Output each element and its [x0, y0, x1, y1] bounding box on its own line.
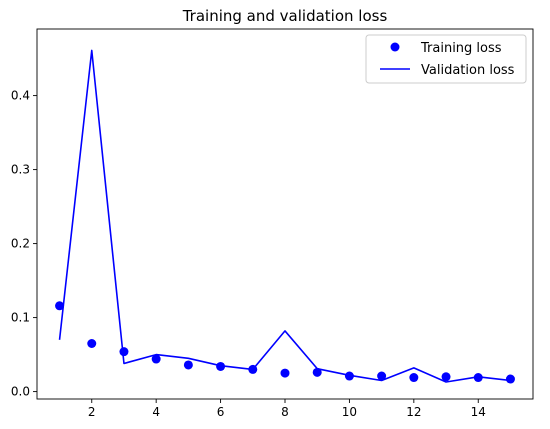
training-loss-point — [473, 373, 483, 383]
y-tick-label: 0.0 — [11, 385, 30, 399]
y-tick-label: 0.4 — [11, 89, 30, 103]
training-loss-point — [87, 339, 97, 348]
legend-box — [365, 34, 527, 84]
x-tick-label: 2 — [88, 405, 96, 419]
validation-loss-line — [58, 49, 511, 383]
y-tick-label: 0.2 — [11, 237, 30, 251]
x-tick-label: 4 — [152, 405, 160, 419]
x-tick-label: 8 — [281, 405, 289, 419]
chart-title: Training and validation loss — [182, 7, 388, 25]
legend-label: Training loss — [420, 41, 502, 56]
training-loss-point — [55, 301, 65, 311]
training-loss-point — [377, 371, 387, 381]
training-loss-point — [441, 372, 451, 382]
training-loss-point — [216, 361, 226, 371]
plot-frame — [36, 28, 534, 400]
training-loss-point — [409, 373, 419, 383]
training-loss-point — [183, 360, 193, 370]
y-tick-label: 0.3 — [11, 163, 30, 177]
x-tick-label: 14 — [471, 405, 486, 419]
training-loss-point — [248, 364, 258, 374]
training-loss-point — [151, 354, 161, 364]
training-loss-point — [344, 371, 354, 381]
legend: Training loss Validation loss — [365, 34, 527, 84]
legend-marker-training — [390, 42, 400, 52]
training-loss-point — [119, 347, 129, 357]
x-tick-label: 6 — [217, 405, 225, 419]
y-tick-label: 0.1 — [11, 311, 30, 325]
training-loss-point — [505, 374, 515, 384]
training-loss-point — [280, 368, 290, 378]
x-tick-label: 10 — [342, 405, 357, 419]
training-loss-point — [312, 367, 322, 377]
x-tick-label: 12 — [406, 405, 421, 419]
legend-label: Validation loss — [421, 63, 515, 78]
plot-area — [55, 49, 515, 384]
axes: 2 4 6 8 10 12 14 0.0 0.1 0.2 0.3 0.4 — [11, 28, 534, 419]
